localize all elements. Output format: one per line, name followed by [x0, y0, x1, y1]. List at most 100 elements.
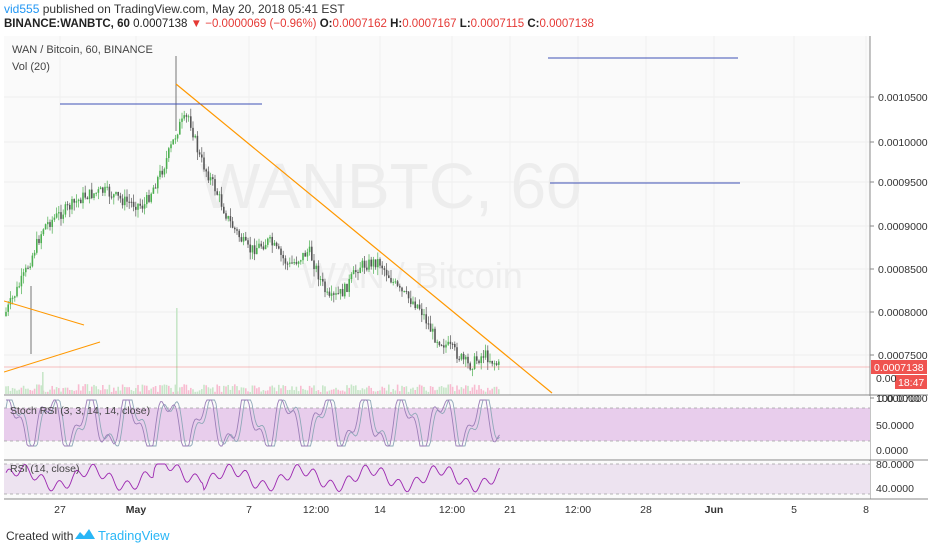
volume-bar — [86, 384, 89, 394]
volume-bar — [126, 387, 128, 394]
candle-body — [484, 350, 487, 358]
candle-body — [22, 272, 25, 276]
candle-body — [473, 356, 476, 369]
candle-body — [80, 199, 82, 204]
volume-bar — [399, 391, 401, 394]
candle-body — [75, 201, 78, 203]
time-tick-label: 21 — [504, 504, 516, 516]
candle-body — [355, 270, 357, 273]
volume-bar — [335, 387, 337, 394]
candle-body — [33, 252, 36, 256]
candle-body — [460, 353, 463, 360]
candle-body — [495, 363, 498, 365]
volume-bar — [293, 390, 295, 394]
candle-body — [192, 127, 194, 138]
volume-bar — [185, 384, 188, 394]
volume-bar — [405, 386, 408, 394]
candle-body — [69, 204, 71, 210]
candle-body — [403, 291, 405, 293]
candle-body — [5, 311, 7, 316]
volume-bar — [179, 387, 181, 394]
descending-trendline[interactable] — [175, 83, 553, 394]
candle-body — [88, 189, 91, 200]
tradingview-brand[interactable]: TradingView — [98, 528, 170, 543]
volume-bar — [262, 390, 265, 394]
trendline-left-upper[interactable] — [3, 300, 85, 326]
volume-bar — [218, 385, 221, 394]
volume-bar — [234, 384, 236, 394]
candle-body — [249, 244, 251, 253]
candle-body — [396, 281, 399, 286]
candle-body — [317, 265, 320, 280]
candle-body — [240, 237, 243, 242]
volume-bar — [209, 388, 212, 394]
main-pane[interactable] — [4, 36, 870, 395]
candle-body — [418, 304, 421, 309]
candle-body — [432, 328, 434, 332]
candle-body — [383, 268, 386, 270]
volume-bar — [333, 389, 335, 394]
volume-bar — [194, 391, 196, 394]
candle-body — [425, 314, 427, 324]
price-axis[interactable]: 0.0010500 0.0010000 0.0009500 0.0009000 0.00… — [870, 92, 928, 405]
candle-body — [18, 286, 20, 288]
volume-bar — [374, 391, 377, 394]
candle-body — [498, 361, 500, 365]
candle-body — [337, 293, 339, 295]
volume-bar — [93, 384, 95, 394]
volume-bar — [363, 389, 366, 394]
volume-bar — [47, 391, 49, 394]
volume-bar — [273, 387, 276, 394]
volume-bars — [5, 308, 500, 394]
chart-area[interactable]: WANBTC, 60 WAN / Bitcoin WAN / Bitcoin, … — [3, 36, 928, 518]
volume-bar — [216, 384, 218, 394]
volume-bar — [225, 386, 227, 394]
candle-body — [352, 270, 355, 275]
stoch-tick-label: 100.0000 — [876, 393, 920, 405]
volume-bar — [289, 389, 291, 394]
tradingview-logo-icon[interactable] — [74, 527, 96, 541]
volume-bar — [339, 390, 342, 394]
candle-body — [271, 236, 273, 246]
time-tick-label: 12:00 — [439, 504, 465, 516]
candle-body — [82, 192, 84, 204]
volume-bar — [117, 386, 119, 394]
candle-body — [93, 193, 95, 199]
candle-body — [220, 194, 223, 207]
candle-body — [264, 244, 267, 250]
candle-body — [302, 252, 304, 261]
volume-bar — [36, 384, 38, 394]
last-value: 0.0007138 — [133, 18, 188, 30]
price-tick-label: 0.0009000 — [878, 221, 928, 233]
volume-bar — [337, 389, 339, 394]
volume-bar — [229, 389, 232, 394]
candle-body — [51, 219, 53, 227]
candle-body — [218, 194, 221, 196]
volume-bar — [11, 387, 14, 394]
volume-bar — [498, 389, 500, 394]
candle-body — [458, 358, 460, 360]
candle-body — [416, 304, 419, 309]
volume-bar — [476, 389, 478, 394]
volume-bar — [381, 386, 383, 394]
candle-body — [436, 341, 438, 343]
candle-body — [467, 356, 469, 364]
candle-body — [152, 187, 155, 194]
volume-bar — [201, 389, 203, 394]
candle-body — [443, 345, 445, 348]
published-text: published on TradingView.com, May 20, 20… — [42, 2, 345, 16]
author-link[interactable]: vid555 — [4, 2, 40, 16]
volume-bar — [377, 390, 379, 394]
volume-bar — [84, 384, 86, 394]
volume-bar — [207, 387, 210, 394]
candle-body — [456, 347, 458, 359]
chart-svg[interactable]: WANBTC, 60 WAN / Bitcoin WAN / Bitcoin, … — [3, 36, 928, 518]
candle-body — [203, 157, 205, 170]
volume-bar — [269, 386, 271, 394]
volume-bar — [106, 389, 108, 394]
time-axis[interactable]: 27 May 7 12:00 14 12:00 21 12:00 28 Jun 5 8 — [54, 504, 869, 516]
candle-body — [29, 266, 31, 269]
volume-bar — [491, 388, 493, 394]
volume-bar — [102, 385, 104, 394]
volume-bar — [436, 389, 438, 394]
